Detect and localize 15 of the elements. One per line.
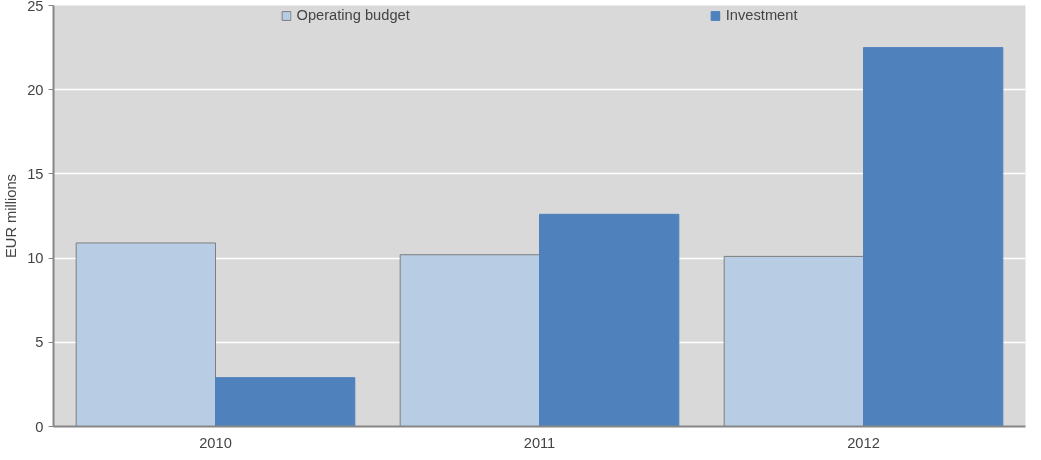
y-tick-label: 5 <box>35 334 44 351</box>
x-tick-label: 2010 <box>199 434 232 451</box>
y-tick-label: 25 <box>27 0 44 14</box>
legend-label: Operating budget <box>296 7 410 23</box>
x-tick-label: 2012 <box>847 434 880 451</box>
y-tick-label: 0 <box>35 418 44 435</box>
x-tick-label: 2011 <box>523 434 556 451</box>
bar <box>863 47 1004 427</box>
legend-label: Investment <box>725 7 798 23</box>
y-tick-label: 20 <box>27 81 44 98</box>
y-tick-label: 10 <box>27 250 44 267</box>
bar <box>539 213 680 427</box>
y-tick-label: 15 <box>27 165 44 182</box>
bar <box>215 377 356 427</box>
y-axis-title: EUR millions <box>3 174 20 258</box>
